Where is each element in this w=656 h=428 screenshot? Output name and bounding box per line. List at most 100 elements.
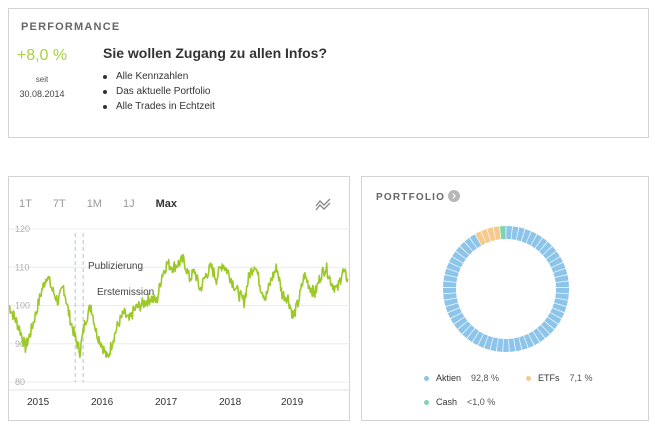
line-chart: 120 110 100 90 80 Publizierung Erstemission 201…	[9, 224, 351, 408]
donut-segment-aktien	[552, 303, 567, 313]
donut-segment-aktien	[513, 337, 522, 352]
x-tick-label: 2018	[219, 397, 242, 408]
donut-segment-aktien	[550, 308, 565, 319]
legend-percent: 92,8 %	[471, 373, 500, 383]
donut-segment-aktien	[490, 337, 499, 352]
legend-label: ETFs	[538, 373, 560, 383]
timeframe-tabs: 1T 7T 1M 1J Max	[19, 198, 198, 210]
donut-segment-aktien	[555, 293, 569, 300]
donut-segment-etfs	[475, 231, 486, 246]
tab-7t[interactable]: 7T	[52, 198, 66, 210]
donut-segment-aktien	[541, 321, 555, 334]
donut-segment-aktien	[478, 333, 489, 348]
legend-etfs: ETFs 7,1 %	[526, 373, 593, 383]
access-feature-list: Alle Kennzahlen Das aktuelle Portfolio A…	[103, 69, 215, 114]
legend-dot	[424, 375, 429, 381]
donut-segment-aktien	[533, 328, 545, 342]
donut-segment-aktien	[484, 335, 493, 350]
donut-segment-aktien	[539, 241, 552, 255]
donut-segment-etfs	[481, 229, 491, 244]
y-tick-label: 90	[15, 339, 25, 349]
chart-type-icon[interactable]	[315, 197, 331, 211]
bullet-icon	[103, 74, 107, 79]
donut-segment-aktien	[443, 293, 457, 300]
access-feature-item: Das aktuelle Portfolio	[103, 84, 215, 99]
donut-segment-aktien	[503, 338, 509, 352]
tab-1m[interactable]: 1M	[86, 198, 102, 210]
donut-segment-aktien	[544, 317, 559, 330]
donut-segment-aktien	[542, 246, 557, 259]
donut-segment-aktien	[519, 335, 528, 350]
donut-segment-aktien	[496, 338, 504, 352]
tab-1t[interactable]: 1T	[19, 198, 32, 210]
donut-segment-aktien	[450, 312, 465, 324]
donut-segment-aktien	[508, 338, 516, 352]
donut-segment-aktien	[472, 331, 484, 346]
donut-segment-aktien	[452, 251, 466, 263]
donut-segment-aktien	[521, 229, 531, 244]
donut-segment-cash	[499, 226, 506, 240]
legend-label: Cash	[436, 397, 458, 407]
legend-percent: <1,0 %	[467, 397, 496, 407]
donut-segment-aktien	[555, 287, 569, 294]
feature-label: Alle Kennzahlen	[116, 71, 189, 82]
tab-max[interactable]: Max	[155, 198, 177, 210]
donut-segment-aktien	[528, 331, 540, 346]
performance-card: PERFORMANCE +8,0 % seit 30.08.2014 Sie w…	[8, 8, 649, 138]
series-line	[9, 253, 349, 358]
donut-segment-aktien	[462, 325, 475, 339]
x-tick-label: 2016	[91, 397, 114, 408]
legend-dot	[526, 375, 531, 381]
feature-label: Alle Trades in Echtzeit	[116, 101, 215, 112]
donut-segment-aktien	[444, 268, 459, 278]
donut-segment-aktien	[549, 256, 563, 268]
donut-segment-aktien	[555, 281, 569, 288]
donut-segment-aktien	[535, 237, 548, 252]
y-tick-label: 100	[15, 301, 30, 311]
y-tick-label: 120	[15, 224, 30, 234]
donut-segment-aktien	[469, 234, 482, 249]
x-tick-label: 2017	[155, 397, 178, 408]
performance-chart-card: 1T 7T 1M 1J Max 120 110 100 90 80 Publizierun…	[8, 176, 351, 421]
portfolio-card: PORTFOLIO Aktien 92,8 % ETFs 7,1 % Cash …	[361, 176, 649, 421]
performance-title: PERFORMANCE	[21, 21, 121, 33]
donut-segment-aktien	[554, 274, 569, 283]
legend-label: Aktien	[436, 373, 462, 383]
donut-segment-aktien	[547, 312, 562, 324]
donut-segment-aktien	[467, 328, 479, 342]
legend-cash: Cash <1,0 %	[424, 397, 495, 407]
donut-segment-aktien	[530, 234, 543, 249]
legend-percent: 7,1 %	[569, 373, 593, 383]
access-cta-title: Sie wollen Zugang zu allen Infos?	[103, 45, 328, 61]
tab-1j[interactable]: 1J	[122, 198, 135, 210]
donut-segment-aktien	[523, 333, 534, 348]
legend-dot	[424, 399, 429, 405]
donut-segment-aktien	[554, 298, 568, 307]
donut-segment-aktien	[506, 226, 513, 240]
chevron-right-icon[interactable]	[448, 190, 460, 202]
donut-segment-aktien	[511, 226, 519, 240]
donut-segment-aktien	[443, 281, 457, 288]
donut-segment-aktien	[546, 251, 560, 263]
donut-segment-etfs	[487, 227, 496, 242]
donut-segment-etfs	[493, 226, 501, 240]
x-tick-label: 2015	[27, 397, 50, 408]
donut-segment-aktien	[516, 227, 525, 242]
feature-label: Das aktuelle Portfolio	[116, 86, 211, 97]
donut-segment-aktien	[449, 256, 463, 268]
portfolio-title: PORTFOLIO	[376, 192, 446, 203]
donut-segment-aktien	[444, 298, 458, 307]
donut-segment-aktien	[551, 262, 566, 273]
donut-segment-aktien	[455, 246, 470, 259]
y-tick-label: 80	[15, 377, 25, 387]
bullet-icon	[103, 89, 107, 94]
y-tick-label: 110	[15, 262, 29, 272]
x-tick-label: 2019	[281, 397, 304, 408]
legend-aktien: Aktien 92,8 %	[424, 373, 499, 383]
donut-segment-aktien	[445, 303, 460, 313]
donut-segment-aktien	[537, 325, 550, 339]
donut-segment-aktien	[443, 287, 457, 294]
annotation-erstemission: Erstemission	[97, 287, 154, 298]
donut-segment-aktien	[446, 262, 461, 273]
allocation-donut-chart	[443, 226, 569, 352]
